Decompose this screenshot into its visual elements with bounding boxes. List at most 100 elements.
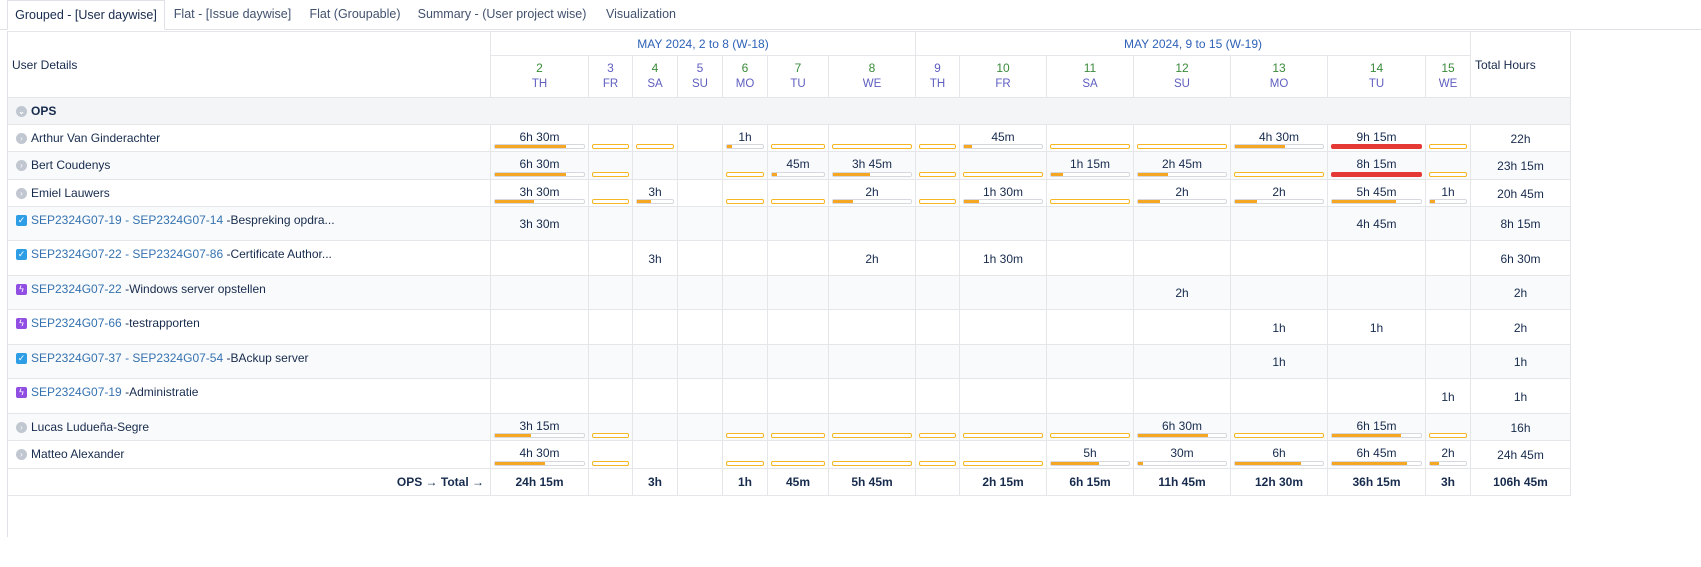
tab-visualization[interactable]: Visualization [606, 7, 676, 21]
day-cell: 2h [1426, 441, 1471, 469]
hours-bar [1429, 199, 1467, 204]
day-cell: 5h 45m [1328, 180, 1426, 207]
footer-label: OPS → Total → [396, 475, 484, 489]
day-number: 15 [1441, 61, 1455, 75]
day-cell [589, 241, 633, 276]
day-cell [678, 414, 723, 441]
day-name: SA [647, 78, 663, 90]
day-cell [1047, 207, 1134, 241]
day-name: SU [1174, 78, 1190, 90]
hours-bar [494, 199, 585, 204]
chevron-circle-icon[interactable]: ⌄ [16, 106, 27, 118]
footer-day-value: 1h [737, 475, 752, 489]
day-header: 3 FR [589, 56, 633, 98]
hours-bar [592, 144, 629, 149]
hours-bar [1050, 199, 1130, 204]
day-cell [1231, 207, 1328, 241]
hours-bar [1331, 461, 1422, 466]
day-cell [1231, 276, 1328, 310]
issue-key-link[interactable]: SEP2324G07-37 - SEP2324G07-54 [31, 351, 224, 365]
day-cell [723, 310, 768, 345]
day-cell [1047, 125, 1134, 152]
day-number: 5 [696, 61, 704, 75]
day-name: FR [995, 78, 1011, 90]
footer-day-value: 3h [647, 475, 662, 489]
row-total-cell: 23h 15m [1471, 152, 1571, 180]
hours-value: 2h 45m [1161, 157, 1203, 171]
user-name-text: Bert Coudenys [31, 158, 111, 172]
user-name[interactable]: › Matteo Alexander [16, 447, 124, 461]
day-cell [678, 345, 723, 379]
issue-key-link[interactable]: SEP2324G07-66 [31, 316, 122, 330]
day-cell: 2h [1134, 180, 1231, 207]
hours-bar [1050, 461, 1130, 466]
day-cell [491, 345, 589, 379]
issue-name[interactable]: ϟ SEP2324G07-66 -testrapporten [16, 316, 200, 330]
user-name[interactable]: › Emiel Lauwers [16, 186, 110, 200]
issue-key-link[interactable]: SEP2324G07-22 - SEP2324G07-86 [31, 247, 224, 261]
issue-name[interactable]: ✓ SEP2324G07-19 - SEP2324G07-14 -Bespreki… [16, 213, 335, 227]
chevron-circle-icon[interactable]: › [16, 449, 27, 461]
user-name[interactable]: › Bert Coudenys [16, 158, 110, 172]
day-name: TU [790, 78, 806, 90]
lightning-subtask-icon: ϟ [16, 284, 27, 296]
day-cell [633, 414, 678, 441]
tab-flat-groupable[interactable]: Flat (Groupable) [309, 7, 401, 21]
hours-value: 3h 45m [851, 157, 893, 171]
footer-day-value: 2h 15m [982, 475, 1024, 489]
day-cell: 6h 30m [491, 125, 589, 152]
group-label[interactable]: ⌄ OPS [16, 104, 56, 118]
hours-value: 6h 30m [519, 157, 560, 171]
issue-name[interactable]: ✓ SEP2324G07-22 - SEP2324G07-86 -Certific… [16, 247, 332, 261]
footer-day-value: 36h 15m [1352, 475, 1401, 489]
issue-key-link[interactable]: SEP2324G07-22 [31, 282, 122, 296]
hours-value: 1h 30m [982, 185, 1024, 199]
hours-bar [494, 461, 585, 466]
day-cell [916, 207, 960, 241]
footer-day-total: 11h 45m [1134, 469, 1231, 496]
hours-bar [1331, 433, 1422, 438]
day-cell [589, 441, 633, 469]
issue-name[interactable]: ϟ SEP2324G07-19 -Administratie [16, 385, 198, 399]
day-cell: 30m [1134, 441, 1231, 469]
issue-title: -Windows server opstellen [121, 282, 266, 296]
day-cell: 45m [960, 125, 1047, 152]
issue-key-link[interactable]: SEP2324G07-19 [31, 385, 122, 399]
hours-bar [1234, 172, 1324, 177]
footer-day-total: 2h 15m [960, 469, 1047, 496]
day-cell [633, 207, 678, 241]
tab-summary-user-project-wise[interactable]: Summary - (User project wise) [417, 7, 587, 21]
chevron-circle-icon[interactable]: › [16, 133, 27, 145]
chevron-circle-icon[interactable]: › [16, 422, 27, 434]
chevron-circle-icon[interactable]: › [16, 160, 27, 172]
issue-title: -Administratie [121, 385, 199, 399]
day-header: 4 SA [633, 56, 678, 98]
issue-key-link[interactable]: SEP2324G07-19 - SEP2324G07-14 [31, 213, 224, 227]
user-name[interactable]: › Arthur Van Ginderachter [16, 131, 160, 145]
day-cell [916, 345, 960, 379]
hours-bar [1050, 172, 1130, 177]
chevron-circle-icon[interactable]: › [16, 188, 27, 200]
row-total-value: 24h 45m [1497, 448, 1544, 462]
day-cell: 3h 30m [491, 180, 589, 207]
tab-flat-issue-daywise[interactable]: Flat - [Issue daywise] [173, 7, 292, 21]
user-name[interactable]: › Lucas Ludueña-Segre [16, 420, 149, 434]
day-cell: 3h 45m [829, 152, 916, 180]
row-total-cell: 20h 45m [1471, 180, 1571, 207]
user-name-text: Arthur Van Ginderachter [31, 131, 161, 145]
day-cell [678, 125, 723, 152]
hours-bar [1050, 433, 1130, 438]
hours-bar [726, 199, 764, 204]
hours-bar-fill [1138, 173, 1168, 176]
day-cell [768, 180, 829, 207]
hours-value: 6h 30m [519, 130, 560, 144]
issue-name[interactable]: ✓ SEP2324G07-37 - SEP2324G07-54 -BAckup s… [16, 351, 309, 365]
day-cell [589, 310, 633, 345]
issue-name[interactable]: ϟ SEP2324G07-22 -Windows server opstellen [16, 282, 266, 296]
day-cell [723, 152, 768, 180]
hours-value: 2h [1175, 185, 1189, 199]
footer-day-total [916, 469, 960, 496]
day-cell [723, 180, 768, 207]
tab-grouped-user-daywise[interactable]: Grouped - [User daywise] [7, 0, 165, 30]
day-number: 6 [741, 61, 749, 75]
